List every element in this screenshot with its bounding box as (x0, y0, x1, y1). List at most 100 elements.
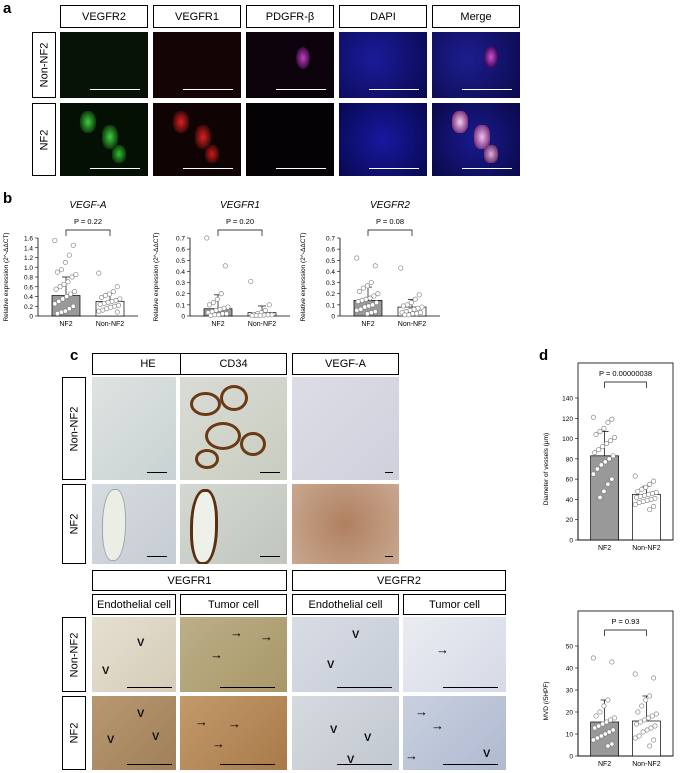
data-point (266, 302, 272, 308)
significance-bracket (367, 229, 413, 236)
data-point (590, 655, 596, 661)
data-point (72, 289, 78, 295)
row-label-non-nf2-c: Non-NF2 (62, 377, 86, 480)
data-point (594, 735, 600, 741)
data-point (65, 279, 71, 285)
chart-vegf-a: VEGF-A 0 0.2 0.4 0.6 0.8 1.0 1.2 1.4 1.6 Relative … (3, 200, 138, 328)
data-point (604, 719, 610, 725)
image-a-nonnf2-vegfr1 (153, 32, 241, 98)
data-point (643, 484, 649, 490)
y-tick-label: 0.5 (176, 258, 185, 265)
data-point (412, 296, 418, 302)
data-point (62, 259, 68, 265)
data-point (643, 697, 649, 703)
data-point (602, 731, 608, 737)
data-point (636, 733, 642, 739)
y-tick-label: 0.1 (176, 302, 185, 309)
data-point (594, 466, 600, 472)
x-tick-label: Non-NF2 (398, 321, 427, 328)
y-tick-label: 0.4 (176, 269, 185, 276)
x-tick-label: NF2 (211, 321, 224, 328)
y-tick-label: 1.6 (24, 236, 33, 243)
header-vegfr1: VEGFR1 (153, 5, 241, 28)
panel-label-d: d (539, 347, 549, 364)
y-tick-label: 50 (566, 644, 574, 651)
data-point (57, 284, 63, 290)
y-tick-label: 0.2 (326, 291, 335, 298)
y-tick-label: 0.5 (326, 258, 335, 265)
y-tick-label: 1.0 (24, 265, 33, 272)
p-value: P = 0.22 (74, 217, 102, 226)
data-point (632, 735, 638, 741)
arrow-marker: → (195, 714, 208, 729)
data-point (635, 709, 641, 715)
chart-mvd: 0 10 20 30 40 50 MVD (/5HPF) NF2 Non-NF2 P = 0.93 (543, 610, 674, 768)
y-tick-label: 0.4 (326, 269, 335, 276)
data-point (66, 306, 72, 312)
data-point (590, 414, 596, 420)
y-tick-label: 0.7 (326, 236, 335, 243)
data-point (54, 311, 60, 317)
data-point (70, 303, 76, 309)
chart-title: VEGF-A (69, 200, 107, 211)
data-point (632, 671, 638, 677)
data-point (355, 299, 361, 305)
arrow-marker: → (436, 642, 449, 657)
p-value: P = 0.08 (376, 217, 404, 226)
x-tick-label: Non-NF2 (632, 545, 661, 552)
image-c-nf2-vegfr1-tumor: → → → (180, 696, 287, 770)
x-tick-label: NF2 (598, 545, 611, 552)
y-tick-label: 20 (566, 517, 574, 524)
data-point (639, 703, 645, 709)
chart-vegfr1: VEGFR1 0 0.1 0.2 0.3 0.4 0.5 0.6 0.7 Relative exp… (153, 200, 290, 328)
data-point (368, 280, 374, 286)
header-vegfr2: VEGFR2 (60, 5, 148, 28)
data-point (647, 693, 653, 699)
row-label-nf2-c2: NF2 (62, 696, 86, 770)
data-point (356, 288, 362, 294)
data-point (70, 242, 76, 248)
p-value: P = 0.93 (611, 617, 639, 626)
data-point (597, 494, 603, 500)
data-point (605, 419, 611, 425)
image-c-nonnf2-vegfr1-endo: V V (92, 617, 176, 692)
data-point (651, 478, 657, 484)
data-point (210, 300, 216, 306)
significance-bracket (604, 629, 647, 636)
y-tick-label: 0 (331, 314, 335, 321)
data-point (604, 441, 610, 447)
data-point (592, 725, 598, 731)
data-point (596, 723, 602, 729)
image-c-nf2-vegfr2-tumor: → → → V (403, 696, 506, 770)
data-point (360, 285, 366, 291)
data-point (96, 308, 102, 314)
y-tick-label: 1.4 (24, 245, 33, 252)
y-tick-label: 40 (566, 666, 574, 673)
header-vegfr2-group: VEGFR2 (292, 570, 506, 591)
x-tick-label: Non-NF2 (248, 321, 277, 328)
panel-label-a: a (3, 0, 12, 17)
data-point (53, 286, 59, 292)
image-a-nonnf2-dapi (339, 32, 427, 98)
data-point (58, 267, 64, 273)
y-tick-label: 120 (562, 416, 573, 423)
data-point (593, 713, 599, 719)
data-point (608, 438, 614, 444)
data-point (114, 309, 120, 315)
vessel-marker: V (152, 731, 160, 743)
data-point (645, 715, 651, 721)
y-tick-label: 0.3 (176, 280, 185, 287)
arrow-marker: → (415, 704, 428, 719)
vessel-marker: V (107, 734, 115, 746)
y-tick-label: 0 (181, 314, 185, 321)
data-point (61, 281, 67, 287)
data-point (66, 252, 72, 258)
data-point (596, 447, 602, 453)
data-point (641, 717, 647, 723)
data-point (214, 296, 220, 302)
y-tick-label: 0.1 (326, 302, 335, 309)
significance-bracket (65, 229, 111, 236)
image-c-nonnf2-vegfr1-tumor: → → → (180, 617, 287, 692)
data-point (52, 301, 58, 307)
image-c-nonnf2-vegfr2-tumor: → (403, 617, 506, 692)
